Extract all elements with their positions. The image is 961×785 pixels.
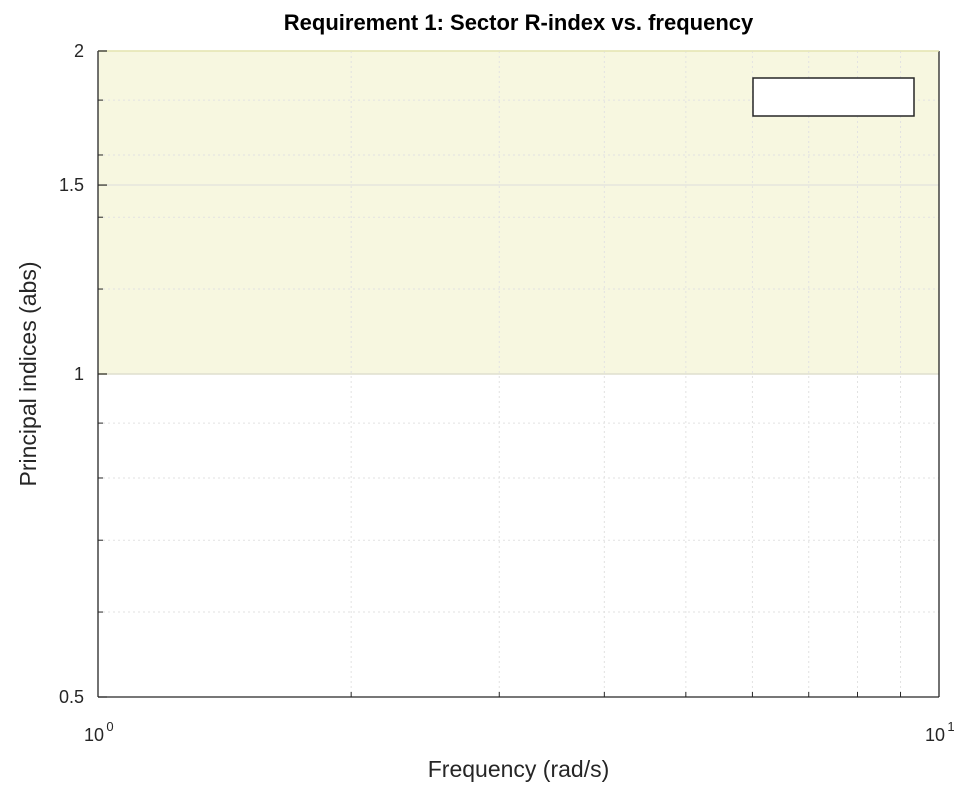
legend bbox=[752, 77, 915, 117]
x-tick-base: 10 bbox=[925, 725, 945, 745]
y-tick-label: 1.5 bbox=[59, 175, 84, 195]
y-tick-label: 1 bbox=[74, 364, 84, 384]
y-axis-label: Principal indices (abs) bbox=[15, 262, 41, 487]
x-axis-label: Frequency (rad/s) bbox=[428, 756, 610, 782]
major-grid bbox=[98, 184, 939, 375]
x-tick-label: 10 1 bbox=[925, 719, 955, 745]
x-tick-labels: 10 0 10 1 bbox=[84, 719, 955, 745]
x-tick-exponent: 0 bbox=[106, 719, 113, 734]
x-tick-base: 10 bbox=[84, 725, 104, 745]
y-tick-label: 2 bbox=[74, 41, 84, 61]
x-tick-label: 10 0 bbox=[84, 719, 114, 745]
axes bbox=[97, 50, 940, 698]
y-tick-labels: 0.5 1 1.5 2 bbox=[59, 41, 84, 707]
minor-grid bbox=[98, 51, 939, 697]
x-tick-exponent: 1 bbox=[947, 719, 954, 734]
chart-title: Requirement 1: Sector R-index vs. freque… bbox=[284, 10, 754, 35]
y-tick-label: 0.5 bbox=[59, 687, 84, 707]
